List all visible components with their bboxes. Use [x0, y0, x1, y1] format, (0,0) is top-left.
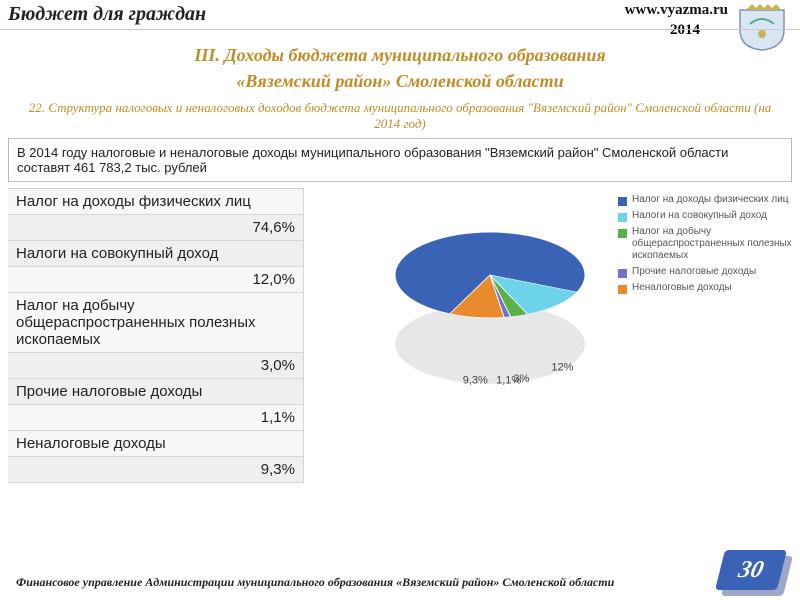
legend-item: Налог на добычу общераспространенных пол…	[618, 226, 794, 262]
legend-label: Неналоговые доходы	[632, 282, 732, 294]
header-divider	[0, 29, 800, 30]
site-url: www.vyazma.ru	[625, 2, 728, 19]
page-number-box: 30	[720, 550, 782, 590]
table-row-value: 74,6%	[8, 215, 304, 241]
content-area: Налог на доходы физических лиц74,6%Налог…	[0, 188, 800, 488]
legend-swatch	[618, 285, 627, 294]
legend-swatch	[618, 197, 627, 206]
table-row-label: Неналоговые доходы	[8, 431, 304, 457]
table-row-value: 1,1%	[8, 405, 304, 431]
footer-text: Финансовое управление Администрации муни…	[16, 575, 700, 590]
main-title: Бюджет для граждан	[8, 3, 206, 26]
section-title: III. Доходы бюджета муниципального образ…	[0, 42, 800, 94]
table-row-label: Налог на добычу общераспространенных пол…	[8, 293, 304, 353]
legend-label: Налог на добычу общераспространенных пол…	[632, 226, 794, 262]
legend-item: Налог на доходы физических лиц	[618, 194, 794, 206]
page-number: 30	[736, 557, 767, 584]
legend-label: Налоги на совокупный доход	[632, 210, 767, 222]
intro-box: В 2014 году налоговые и неналоговые дохо…	[8, 138, 792, 182]
data-table: Налог на доходы физических лиц74,6%Налог…	[8, 188, 304, 483]
pie-label: 12%	[551, 362, 573, 374]
pie-label: 1,1%	[496, 375, 521, 387]
legend: Налог на доходы физических лиц Налоги на …	[618, 194, 794, 298]
coat-of-arms-icon	[736, 2, 788, 52]
section-title-line2: «Вяземский район» Смоленской области	[236, 71, 563, 91]
year: 2014	[670, 22, 700, 39]
legend-swatch	[618, 269, 627, 278]
table-row-value: 3,0%	[8, 353, 304, 379]
legend-item: Прочие налоговые доходы	[618, 266, 794, 278]
table-row-value: 9,3%	[8, 457, 304, 483]
section-title-line1: III. Доходы бюджета муниципального образ…	[194, 45, 605, 65]
legend-item: Неналоговые доходы	[618, 282, 794, 294]
table-row-label: Налоги на совокупный доход	[8, 241, 304, 267]
legend-label: Налог на доходы физических лиц	[632, 194, 789, 206]
table-row-label: Прочие налоговые доходы	[8, 379, 304, 405]
table-row-label: Налог на доходы физических лиц	[8, 189, 304, 215]
header: Бюджет для граждан www.vyazma.ru 2014	[0, 0, 800, 30]
legend-item: Налоги на совокупный доход	[618, 210, 794, 222]
legend-label: Прочие налоговые доходы	[632, 266, 756, 278]
legend-swatch	[618, 213, 627, 222]
legend-swatch	[618, 229, 627, 238]
pie-label: 9,3%	[463, 375, 488, 387]
table-row-value: 12,0%	[8, 267, 304, 293]
pie-chart: 74,6%12%3%1,1%9,3%	[340, 198, 610, 458]
subsection-title: 22. Структура налоговых и неналоговых до…	[24, 100, 776, 132]
